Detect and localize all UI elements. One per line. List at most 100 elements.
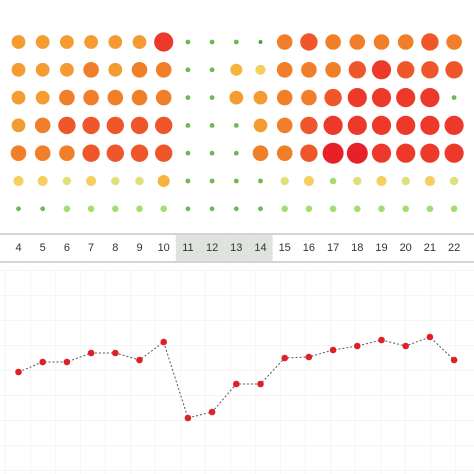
bubble [60, 62, 74, 77]
x-tick-label: 14 [254, 242, 266, 254]
bubble [397, 61, 415, 79]
bubble [185, 206, 191, 212]
bubble [185, 39, 191, 45]
bubble [209, 150, 215, 156]
bubble [301, 89, 317, 106]
line-point [402, 342, 410, 350]
bubble [10, 145, 27, 161]
bubble [34, 145, 51, 161]
bubble [62, 176, 72, 186]
x-tick-label: 8 [112, 242, 118, 254]
x-tick-label: 4 [15, 242, 21, 254]
bubble [136, 205, 143, 213]
bubble [209, 178, 215, 184]
bubble [276, 89, 293, 106]
bubble [420, 115, 440, 135]
bubble [87, 205, 95, 213]
bubble [106, 144, 125, 162]
bubble [445, 61, 463, 79]
bubble [258, 178, 263, 184]
x-tick-label: 17 [327, 242, 339, 254]
bubble [300, 116, 318, 135]
bubble [58, 116, 76, 135]
bubble [233, 178, 239, 184]
bubble [305, 205, 313, 213]
bubble [373, 34, 390, 50]
bubble [424, 175, 435, 187]
bubble [303, 175, 314, 187]
bubble [209, 95, 215, 100]
bubble [16, 206, 21, 212]
line-point [233, 380, 240, 388]
bubble [154, 32, 174, 52]
bubble [60, 35, 74, 49]
bubble [276, 34, 293, 50]
bubble [135, 176, 144, 186]
bubble [160, 205, 167, 213]
bubble [325, 62, 341, 78]
bubble [421, 61, 439, 79]
bubble [325, 34, 341, 50]
x-tick-label: 13 [230, 242, 242, 254]
line-point [378, 336, 385, 344]
bubble [450, 205, 458, 213]
bubble [209, 123, 215, 128]
line-point [136, 356, 143, 364]
grid [0, 270, 474, 474]
bubble [82, 144, 100, 162]
bubble [420, 88, 440, 108]
x-tick-label: 12 [206, 242, 218, 254]
bubble [185, 178, 191, 184]
bubble [347, 115, 367, 135]
bubble [34, 117, 51, 134]
bubble [233, 39, 239, 45]
bubble [130, 144, 149, 162]
bubble [83, 62, 99, 78]
bubble [300, 33, 318, 51]
line-point [160, 338, 167, 346]
x-tick-label: 7 [88, 242, 94, 254]
line-point [305, 353, 313, 361]
bubble [84, 35, 98, 49]
bubble [233, 150, 239, 156]
bubble [376, 175, 387, 187]
bubble [40, 206, 46, 212]
line-point [329, 346, 337, 354]
bubble [276, 145, 293, 161]
line-point [15, 368, 22, 376]
bubble [402, 205, 410, 213]
bubble [108, 62, 123, 77]
bubble [371, 88, 392, 108]
bubble [13, 175, 24, 187]
bubble [255, 64, 266, 75]
bubble [371, 115, 392, 135]
x-tick-label: 19 [375, 242, 387, 254]
bubble [185, 123, 191, 128]
bubble [209, 67, 215, 73]
bubble [108, 35, 123, 49]
line-point [450, 356, 458, 364]
bubble [131, 89, 148, 106]
bubble [322, 142, 344, 164]
bubble [229, 90, 244, 105]
x-tick-label: 21 [424, 242, 436, 254]
bubble [349, 34, 366, 50]
highlight-column [200, 235, 225, 261]
bubble [233, 123, 239, 128]
bubble [300, 144, 318, 162]
highlight-column [248, 235, 273, 261]
bubble [396, 115, 416, 135]
bubble [324, 88, 342, 107]
bubble [131, 62, 148, 78]
bubble [371, 143, 392, 163]
bubble [329, 205, 337, 213]
x-tick-label: 11 [182, 242, 193, 254]
bubble [35, 62, 50, 77]
bubble [348, 61, 366, 79]
bubble [132, 35, 147, 49]
bubble [347, 88, 367, 108]
bubble [230, 63, 243, 76]
bubble [397, 34, 414, 50]
